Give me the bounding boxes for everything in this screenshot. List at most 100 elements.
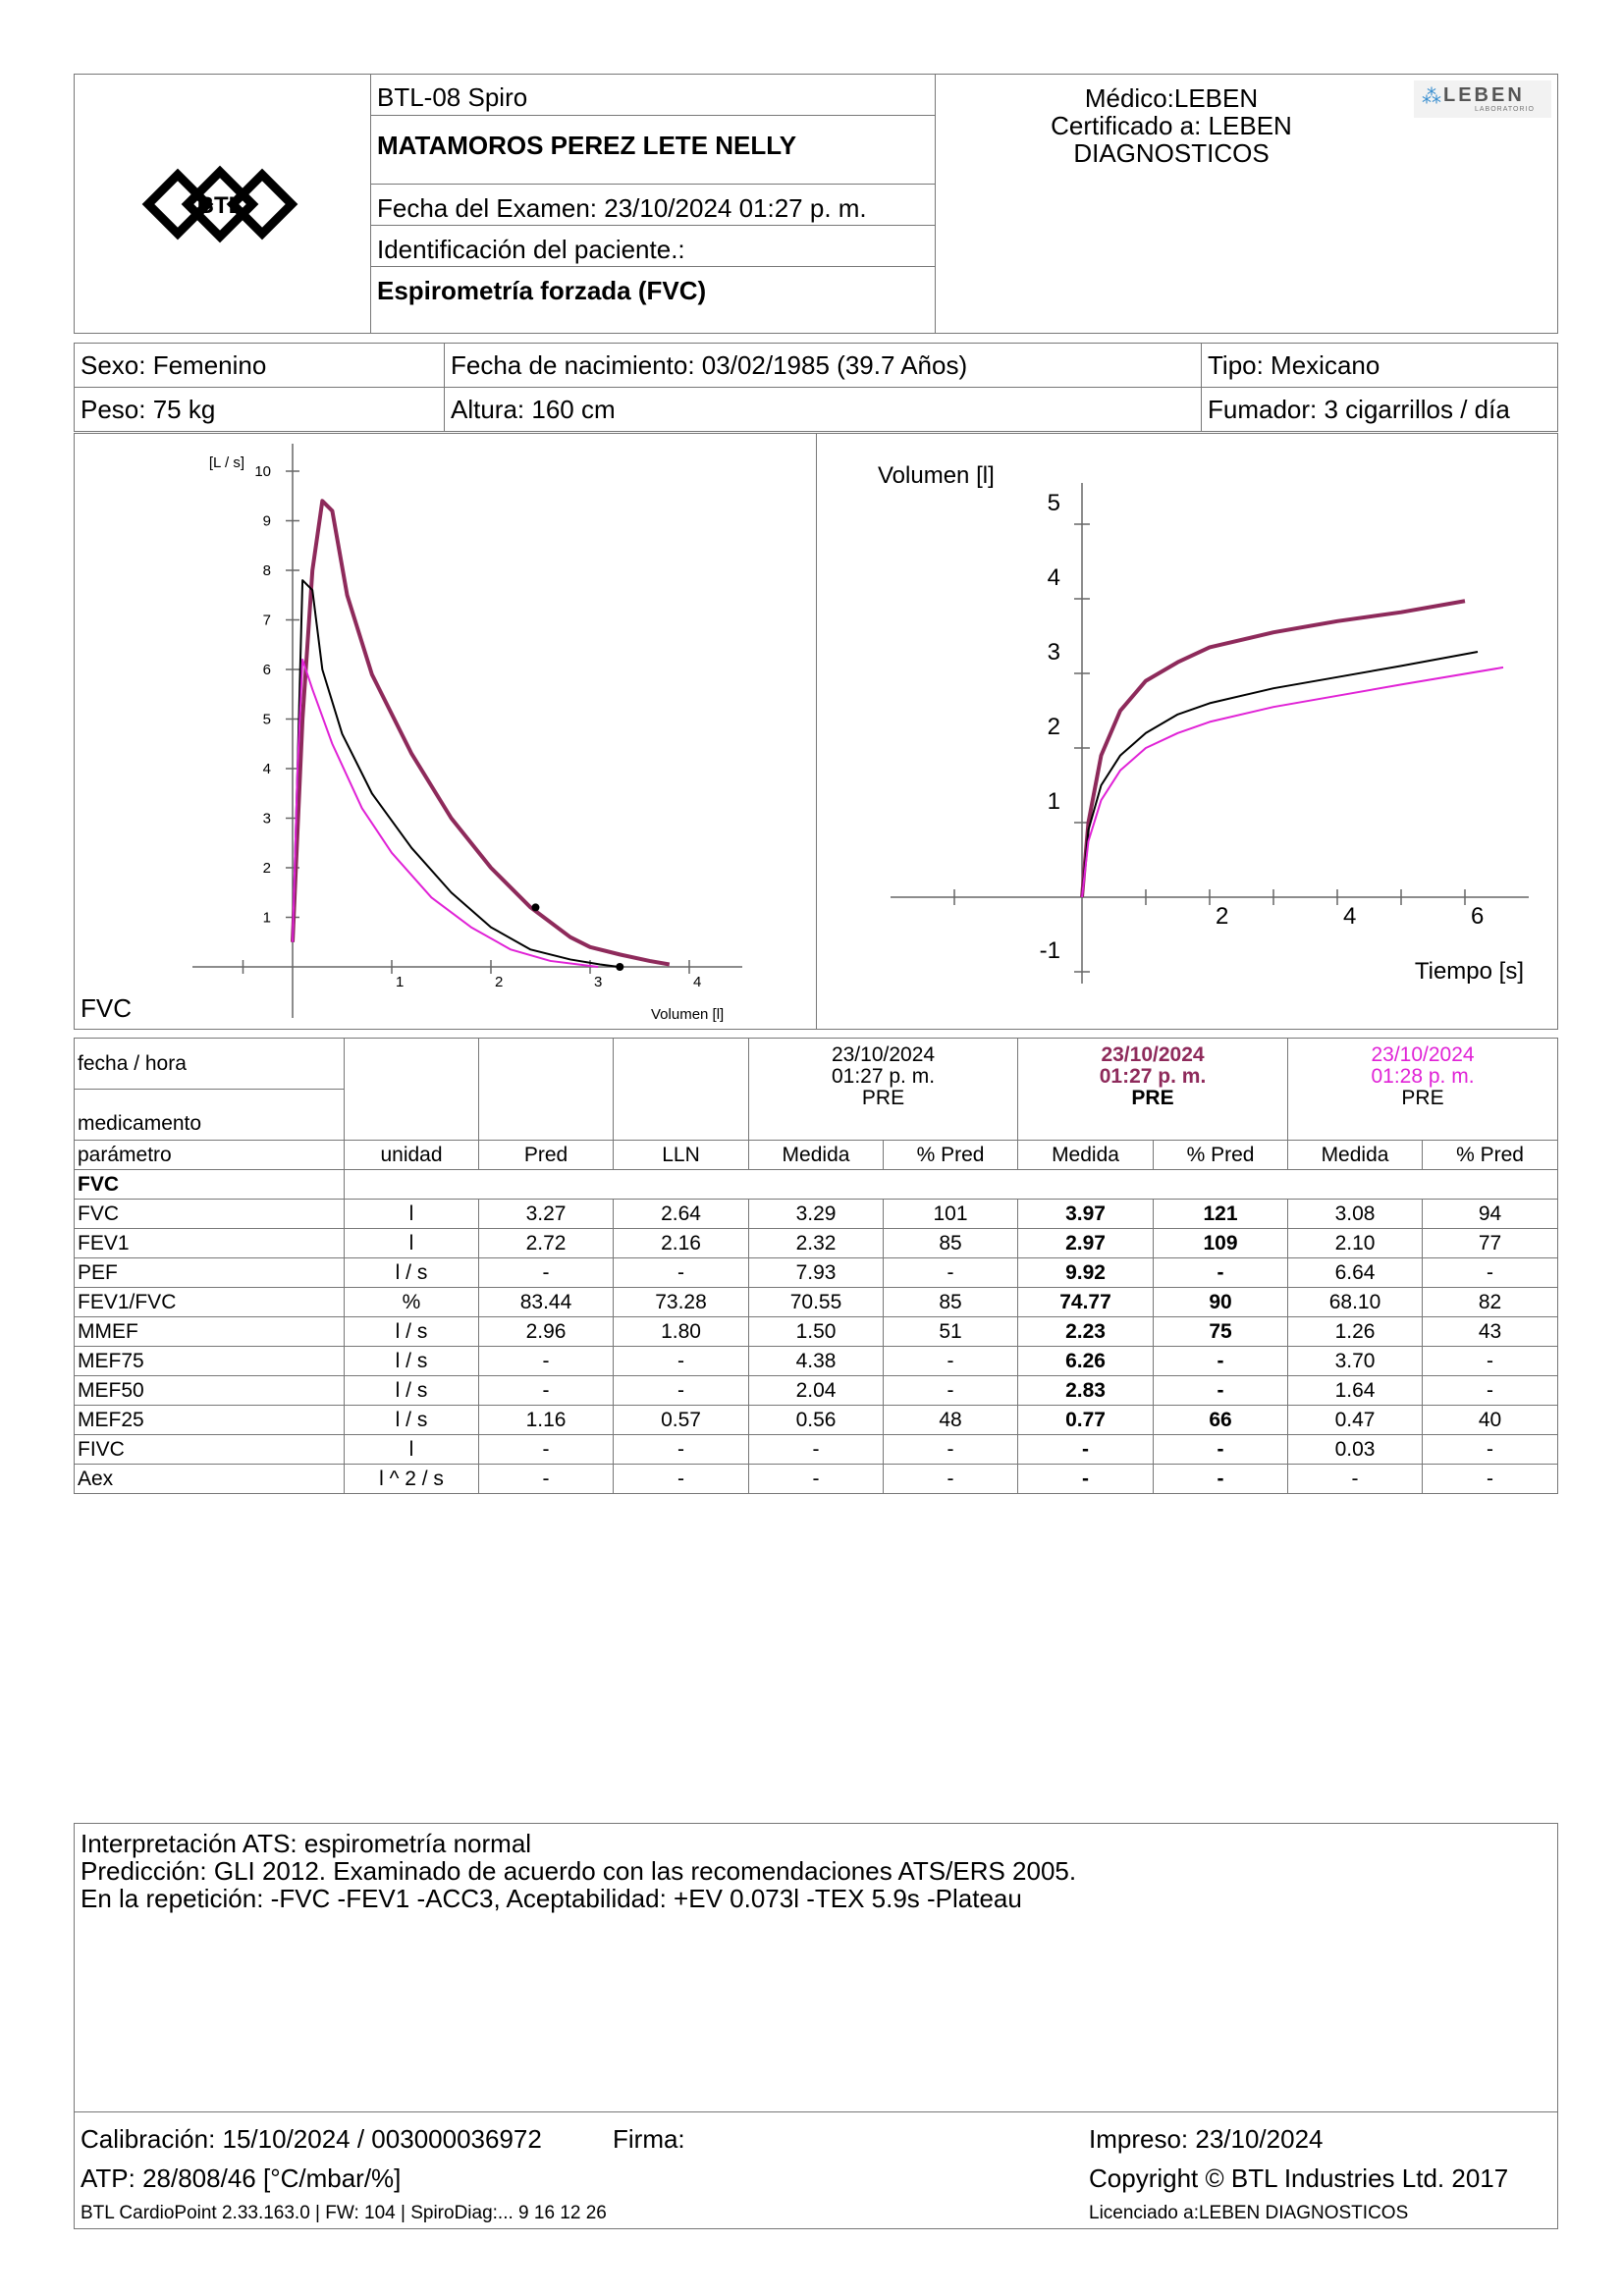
cell-p1: - <box>882 1464 1019 1494</box>
doctor: Médico:LEBEN <box>1084 83 1259 113</box>
y-tick-label: 2 <box>263 860 271 877</box>
cell-lln: 2.16 <box>613 1228 749 1258</box>
table-row: FEV1 l 2.72 2.16 2.32 85 2.97 109 2.10 77 <box>74 1228 1559 1258</box>
cell-p3: 43 <box>1422 1316 1559 1347</box>
trial-2-header: 23/10/2024 01:27 p. m. PRE <box>1017 1038 1289 1141</box>
brand-logo-area: BTL <box>74 74 370 334</box>
y-tick-label: 1 <box>263 910 271 927</box>
x-tick-label: 6 <box>1471 903 1484 930</box>
cell-p3: - <box>1422 1434 1559 1465</box>
cell-m3: 6.64 <box>1287 1257 1424 1288</box>
cell-m3: 1.26 <box>1287 1316 1424 1347</box>
lab-logo-sub: LABORATORIO <box>1475 106 1535 113</box>
hdr-fecha: fecha / hora <box>74 1038 345 1090</box>
cell-lln: - <box>613 1375 749 1406</box>
col-medida-1: Medida <box>748 1140 884 1170</box>
trial-1-time: 01:27 p. m. <box>831 1065 936 1088</box>
cell-pred: 2.96 <box>478 1316 614 1347</box>
table-row: MEF25 l / s 1.16 0.57 0.56 48 0.77 66 0.47 40 <box>74 1405 1559 1435</box>
cell-lln: - <box>613 1464 749 1494</box>
signature-label: Firma: <box>613 2124 685 2154</box>
cell-p2: 121 <box>1153 1199 1289 1229</box>
cell-lln: 2.64 <box>613 1199 749 1229</box>
certified: Certificado a: LEBEN <box>1051 111 1292 140</box>
cell-m3: 3.08 <box>1287 1199 1424 1229</box>
cell-u: l / s <box>344 1316 479 1347</box>
section-fvc: FVC <box>74 1169 345 1200</box>
trial-1-header: 23/10/2024 01:27 p. m. PRE <box>747 1038 1019 1141</box>
weight: Peso: 75 kg <box>74 387 445 432</box>
x-tick-label: 3 <box>594 974 602 990</box>
cell-p1: - <box>882 1375 1019 1406</box>
y-tick-label: 3 <box>1048 639 1060 666</box>
cell-p2: - <box>1153 1346 1289 1376</box>
y-tick-label: 4 <box>1048 564 1060 591</box>
cell-m2: 2.83 <box>1017 1375 1155 1406</box>
hdr-medicamento: medicamento <box>74 1089 345 1141</box>
trial-1-date: 23/10/2024 <box>831 1043 936 1066</box>
x-tick-label: 2 <box>495 974 503 990</box>
software-version: BTL CardioPoint 2.33.163.0 | FW: 104 | S… <box>81 2203 607 2223</box>
cell-p1: - <box>882 1346 1019 1376</box>
cell-lln: - <box>613 1434 749 1465</box>
hdr-parametro: parámetro <box>74 1140 345 1170</box>
cell-lln: - <box>613 1346 749 1376</box>
cell-pred: 83.44 <box>478 1287 614 1317</box>
cell-lln: 73.28 <box>613 1287 749 1317</box>
interp-line-3: En la repetición: -FVC -FEV1 -ACC3, Acep… <box>81 1884 1022 1913</box>
cell-m1: 7.93 <box>748 1257 884 1288</box>
cell-p: FVC <box>74 1199 345 1229</box>
cell-p1: 51 <box>882 1316 1019 1347</box>
col-pctpred-3: % Pred <box>1422 1140 1559 1170</box>
chart-label-fvc: FVC <box>81 993 132 1023</box>
cell-m2: 0.77 <box>1017 1405 1155 1435</box>
y-axis-label: Volumen [l] <box>878 462 995 489</box>
cell-lln: 0.57 <box>613 1405 749 1435</box>
cell-m1: 3.29 <box>748 1199 884 1229</box>
cell-p: Aex <box>74 1464 345 1494</box>
cell-u: l / s <box>344 1375 479 1406</box>
cell-lln: 1.80 <box>613 1316 749 1347</box>
cell-lln: - <box>613 1257 749 1288</box>
cell-p3: - <box>1422 1375 1559 1406</box>
interpretation-box: Interpretación ATS: espirometría normal … <box>74 1823 1558 2112</box>
exam-type: Espirometría forzada (FVC) <box>377 276 707 305</box>
cell-m2: 2.23 <box>1017 1316 1155 1347</box>
patient-info-table: Sexo: Femenino Fecha de nacimiento: 03/0… <box>74 343 1558 432</box>
series-line <box>1080 599 1466 898</box>
trial-3-header: 23/10/2024 01:28 p. m. PRE <box>1287 1038 1559 1141</box>
cell-p3: 82 <box>1422 1287 1559 1317</box>
cell-p2: - <box>1153 1375 1289 1406</box>
cell-p1: 48 <box>882 1405 1019 1435</box>
ethnicity: Tipo: Mexicano <box>1201 343 1558 388</box>
y-tick-label: -1 <box>1040 937 1060 964</box>
volume-time-chart: 2 4 6 -1 1 2 3 4 5 Volumen [l] Tiempo [s] <box>817 433 1558 1030</box>
cell-pred: 2.72 <box>478 1228 614 1258</box>
table-row: MMEF l / s 2.96 1.80 1.50 51 2.23 75 1.26 43 <box>74 1316 1559 1347</box>
table-row: MEF75 l / s - -4.38-6.26-3.70- <box>74 1346 1559 1376</box>
x-tick-label: 2 <box>1216 903 1228 930</box>
doctor-info: Médico:LEBEN Certificado a: LEBEN DIAGNO… <box>936 74 1558 334</box>
lab-logo-text: LEBEN <box>1443 84 1525 106</box>
cell-pred: 3.27 <box>478 1199 614 1229</box>
trial-3-date: 23/10/2024 <box>1371 1043 1475 1066</box>
cell-p2: - <box>1153 1464 1289 1494</box>
cell-m2: 2.97 <box>1017 1228 1155 1258</box>
cell-p2: - <box>1153 1257 1289 1288</box>
cell-p3: 94 <box>1422 1199 1559 1229</box>
cell-u: l / s <box>344 1257 479 1288</box>
x-tick-label: 1 <box>396 974 404 990</box>
patient-id: Identificación del paciente.: <box>371 226 935 267</box>
cell-pred: - <box>478 1257 614 1288</box>
cell-u: % <box>344 1287 479 1317</box>
cell-pred: 1.16 <box>478 1405 614 1435</box>
y-tick-label: 3 <box>263 811 271 828</box>
cell-m3: 0.03 <box>1287 1434 1424 1465</box>
cell-u: l / s <box>344 1405 479 1435</box>
trial-3-med: PRE <box>1401 1087 1444 1109</box>
cell-m2: 6.26 <box>1017 1346 1155 1376</box>
trial-2-med: PRE <box>1131 1087 1174 1109</box>
cell-m1: 2.32 <box>748 1228 884 1258</box>
cell-m1: - <box>748 1464 884 1494</box>
cell-p1: 85 <box>882 1228 1019 1258</box>
